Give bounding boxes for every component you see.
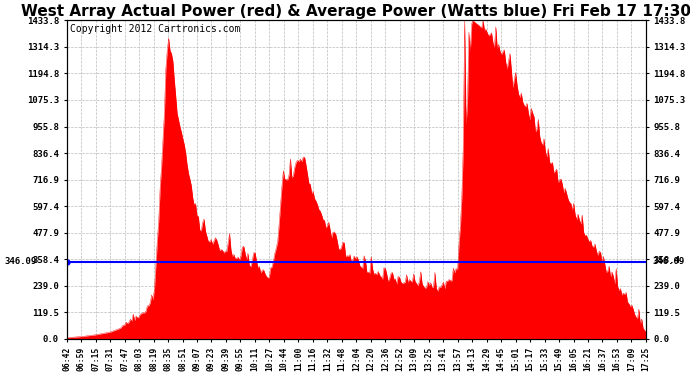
Text: 346.09: 346.09 <box>4 258 37 267</box>
Text: Copyright 2012 Cartronics.com: Copyright 2012 Cartronics.com <box>70 24 240 33</box>
Title: West Array Actual Power (red) & Average Power (Watts blue) Fri Feb 17 17:30: West Array Actual Power (red) & Average … <box>21 4 690 19</box>
Text: 346.09: 346.09 <box>653 258 685 267</box>
